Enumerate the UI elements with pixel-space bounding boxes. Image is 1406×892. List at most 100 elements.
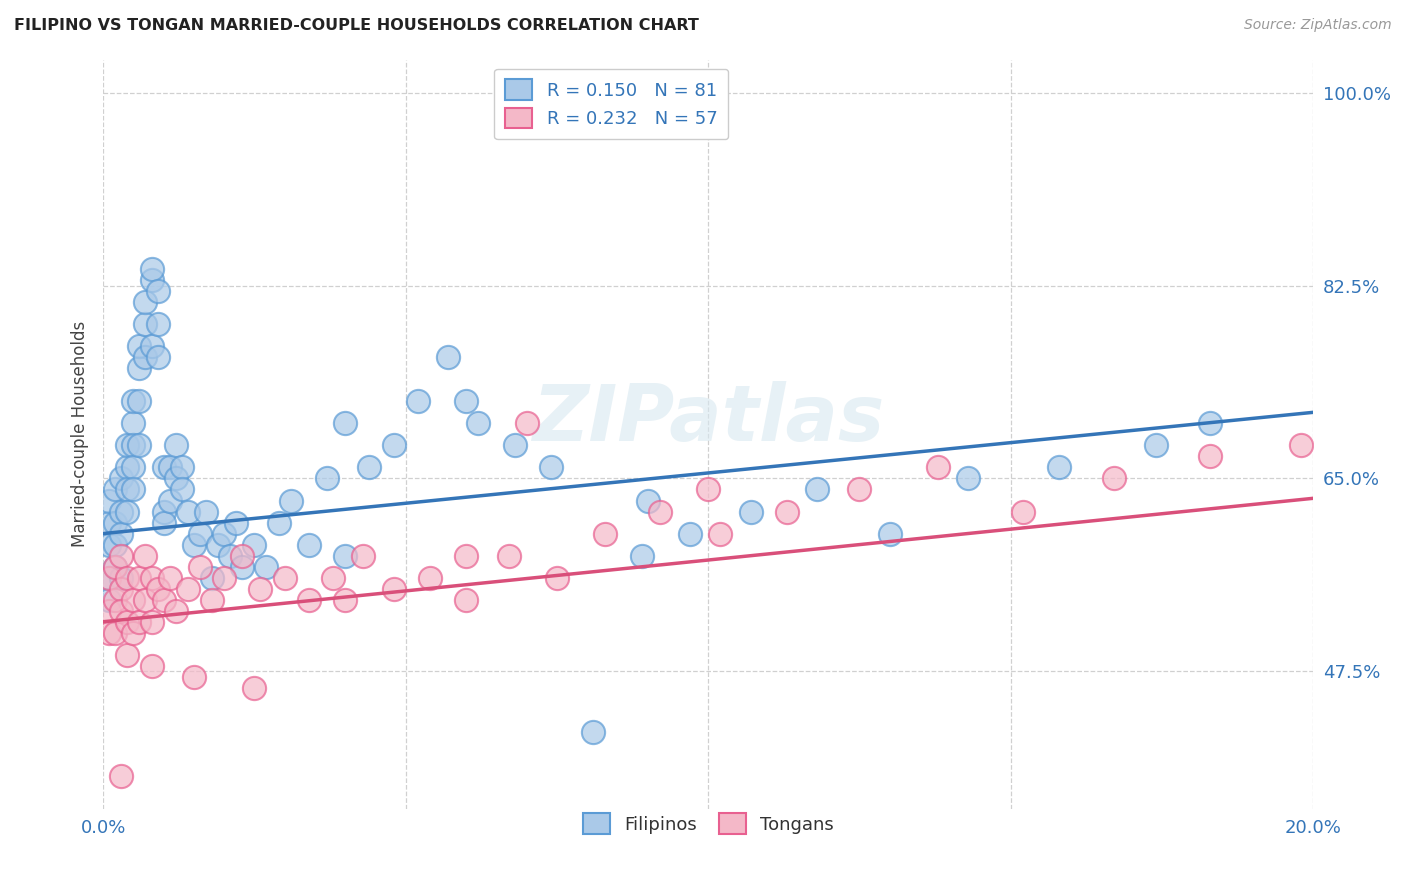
Point [1011, 504, 1033, 518]
Point [195, 504, 218, 518]
Point [848, 483, 870, 497]
Text: ZIPatlas: ZIPatlas [531, 382, 884, 458]
Point [117, 648, 139, 662]
Point [134, 317, 156, 331]
Point [498, 549, 520, 563]
Point [98, 604, 121, 618]
Point [1047, 460, 1070, 475]
Point [679, 526, 702, 541]
Point [141, 615, 163, 629]
Point [540, 460, 562, 475]
Point [467, 417, 489, 431]
Point [243, 681, 266, 695]
Point [98, 516, 121, 530]
Point [104, 538, 127, 552]
Point [582, 725, 605, 739]
Point [1144, 438, 1167, 452]
Text: FILIPINO VS TONGAN MARRIED-COUPLE HOUSEHOLDS CORRELATION CHART: FILIPINO VS TONGAN MARRIED-COUPLE HOUSEH… [14, 18, 699, 33]
Point [134, 295, 156, 310]
Point [333, 549, 356, 563]
Point [957, 471, 980, 485]
Point [1199, 417, 1222, 431]
Point [207, 538, 229, 552]
Point [280, 493, 302, 508]
Point [122, 625, 145, 640]
Point [134, 549, 156, 563]
Legend: Filipinos, Tongans: Filipinos, Tongans [572, 803, 845, 845]
Point [104, 483, 127, 497]
Point [117, 483, 139, 497]
Point [146, 317, 169, 331]
Text: Source: ZipAtlas.com: Source: ZipAtlas.com [1244, 18, 1392, 32]
Point [516, 417, 538, 431]
Point [503, 438, 526, 452]
Point [183, 670, 205, 684]
Point [141, 658, 163, 673]
Point [382, 582, 405, 596]
Point [709, 526, 731, 541]
Point [146, 350, 169, 364]
Point [1289, 438, 1312, 452]
Point [128, 615, 150, 629]
Point [110, 526, 132, 541]
Point [256, 559, 278, 574]
Point [267, 516, 290, 530]
Point [456, 549, 478, 563]
Y-axis label: Married-couple Households: Married-couple Households [72, 321, 89, 548]
Point [456, 592, 478, 607]
Point [740, 504, 762, 518]
Point [298, 538, 321, 552]
Point [98, 571, 121, 585]
Point [122, 417, 145, 431]
Point [637, 493, 659, 508]
Point [128, 394, 150, 409]
Point [201, 571, 224, 585]
Point [359, 460, 381, 475]
Point [298, 592, 321, 607]
Point [219, 549, 242, 563]
Point [117, 571, 139, 585]
Point [104, 516, 127, 530]
Point [141, 273, 163, 287]
Point [128, 438, 150, 452]
Point [152, 592, 174, 607]
Point [165, 471, 187, 485]
Point [134, 592, 156, 607]
Point [104, 592, 127, 607]
Point [456, 394, 478, 409]
Point [352, 549, 374, 563]
Point [117, 460, 139, 475]
Point [170, 460, 193, 475]
Point [177, 504, 200, 518]
Point [188, 559, 211, 574]
Point [98, 625, 121, 640]
Point [879, 526, 901, 541]
Point [165, 438, 187, 452]
Point [134, 350, 156, 364]
Point [546, 571, 568, 585]
Point [648, 504, 671, 518]
Point [183, 538, 205, 552]
Point [128, 339, 150, 353]
Point [188, 526, 211, 541]
Point [104, 559, 127, 574]
Point [177, 582, 200, 596]
Point [98, 538, 121, 552]
Point [382, 438, 405, 452]
Point [212, 571, 235, 585]
Point [776, 504, 799, 518]
Point [122, 438, 145, 452]
Point [122, 394, 145, 409]
Point [159, 493, 181, 508]
Point [273, 571, 295, 585]
Point [927, 460, 949, 475]
Point [231, 559, 253, 574]
Point [152, 460, 174, 475]
Point [104, 559, 127, 574]
Point [146, 284, 169, 298]
Point [117, 504, 139, 518]
Point [249, 582, 271, 596]
Point [630, 549, 652, 563]
Point [165, 604, 187, 618]
Point [1199, 450, 1222, 464]
